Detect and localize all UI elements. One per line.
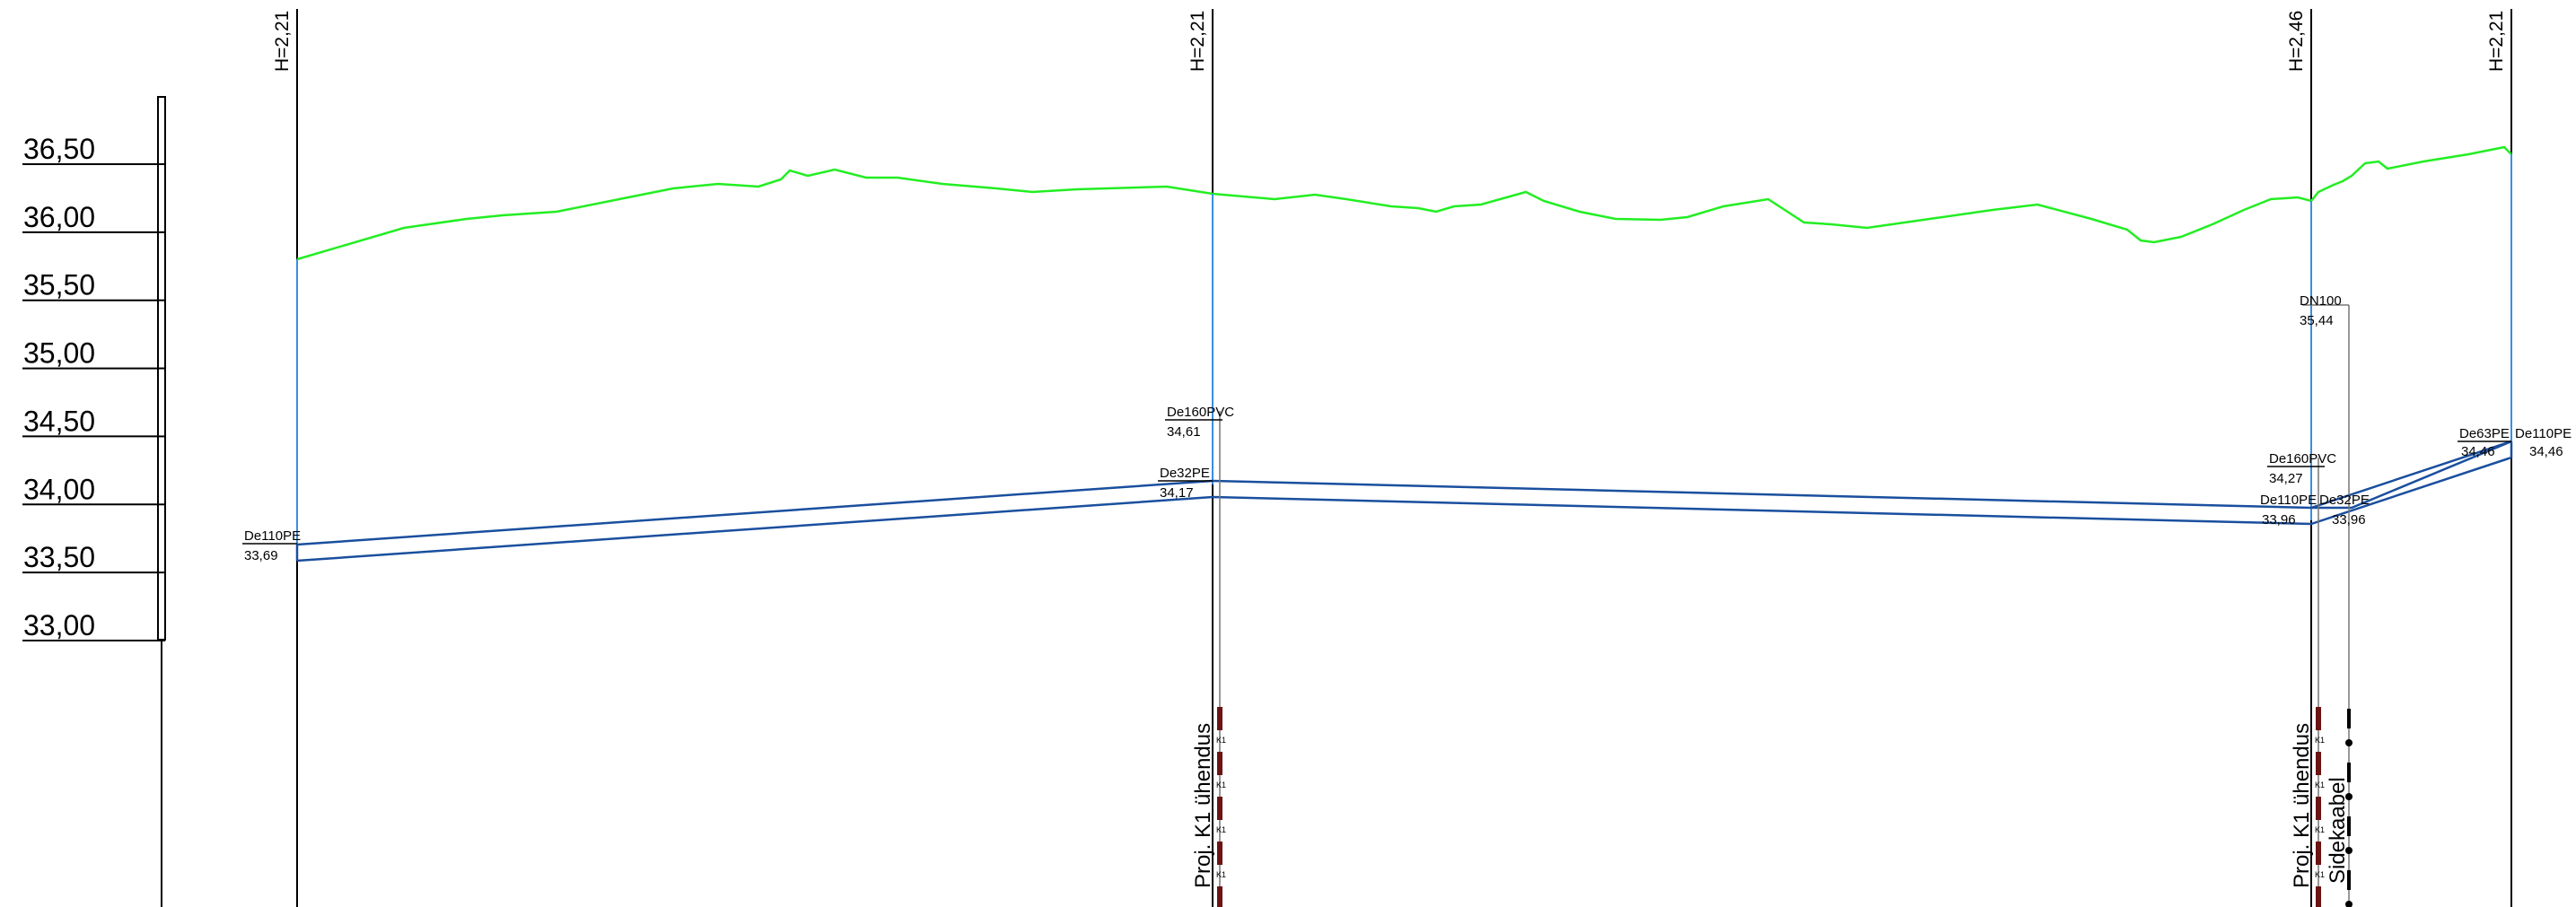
label-s4-pipe-b: De110PE bbox=[2515, 426, 2572, 441]
cable-dash-0-3 bbox=[1217, 842, 1222, 865]
cable-mark-0-0: K1 bbox=[1216, 736, 1226, 745]
pipe-bottom-line bbox=[296, 456, 2512, 563]
ground-surface-line bbox=[296, 145, 2512, 261]
station-lines bbox=[296, 9, 2512, 907]
pipe-profile bbox=[295, 440, 2513, 563]
cable-mark-1-0: K1 bbox=[2315, 736, 2325, 745]
scale-label-2: 35,50 bbox=[23, 269, 95, 301]
cable-mark-0-3: K1 bbox=[1216, 870, 1226, 879]
cable-mark-0-1: K1 bbox=[1216, 781, 1226, 789]
label-s4-elev-b: 34,46 bbox=[2529, 444, 2563, 459]
scale-label-0: 36,50 bbox=[23, 133, 95, 165]
label-s2-pipe-a: De160PVC bbox=[1167, 405, 1234, 420]
label-s3-elev-c: 33,96 bbox=[2332, 512, 2366, 528]
scale-label-7: 33,00 bbox=[23, 609, 95, 641]
pipe-top-line bbox=[296, 440, 2512, 546]
cable-dash-1-4 bbox=[2316, 886, 2321, 907]
depth-label-s1: H=2,21 bbox=[272, 11, 293, 72]
risers bbox=[296, 154, 2512, 556]
cable-dash-1-3 bbox=[2316, 842, 2321, 865]
cable-mark-1-3: K1 bbox=[2315, 870, 2325, 879]
elevation-scale: 36,50 36,00 35,50 35,00 34,50 34,00 33,50 33,00 bbox=[22, 96, 166, 907]
cable-mark-1-2: K1 bbox=[2315, 825, 2325, 834]
label-s4-pipe-a: De63PE bbox=[2459, 426, 2510, 441]
depth-label-s2: H=2,21 bbox=[1187, 11, 1208, 72]
scale-label-5: 34,00 bbox=[23, 473, 95, 505]
scale-label-4: 34,50 bbox=[23, 405, 95, 437]
label-s4-elev-a: 34,46 bbox=[2461, 444, 2495, 459]
depth-label-s4: H=2,21 bbox=[2486, 11, 2507, 72]
label-s3-elev-a: 34,27 bbox=[2269, 471, 2303, 486]
vertical-annotations: Proj. K1 ühendus Proj. K1 ühendus Sideka… bbox=[1191, 723, 2350, 888]
label-s3-elev-b: 33,96 bbox=[2262, 512, 2296, 528]
sidekaabel-dot-3 bbox=[2345, 901, 2353, 907]
cable-dash-0-0 bbox=[1217, 707, 1222, 730]
sidekaabel-dot-2 bbox=[2345, 847, 2353, 854]
label-s2-elev-a: 34,61 bbox=[1167, 424, 1201, 440]
label-s3-pipe-c: De32PE bbox=[2319, 493, 2370, 508]
label-s2-elev-b: 34,17 bbox=[1160, 485, 1194, 501]
sidekaabel-dot-0 bbox=[2345, 739, 2353, 746]
cable-dash-0-2 bbox=[1217, 797, 1222, 820]
cable-dash-0-4 bbox=[1217, 886, 1222, 907]
label-s1-pipe: De110PE bbox=[244, 528, 301, 544]
depth-labels: H=2,21 H=2,21 H=2,46 H=2,21 bbox=[272, 11, 2507, 72]
scale-label-6: 33,50 bbox=[23, 541, 95, 573]
vertical-label-k1-s2: Proj. K1 ühendus bbox=[1191, 723, 1215, 888]
cable-markers: K1K1K1K1K1K1K1K1K1K1 bbox=[1216, 707, 2353, 907]
depth-label-s3: H=2,46 bbox=[2286, 11, 2307, 72]
sidekaabel-dash-1 bbox=[2347, 763, 2351, 782]
sidekaabel-dash-0 bbox=[2347, 709, 2351, 728]
connection-lines bbox=[1219, 304, 2350, 907]
label-s1-elev: 33,69 bbox=[244, 548, 278, 563]
cable-dash-1-2 bbox=[2316, 797, 2321, 820]
pipe-annotations: De110PE 33,69 De160PVC 34,61 De32PE 34,1… bbox=[242, 293, 2572, 563]
sidekaabel-dot-1 bbox=[2345, 793, 2353, 800]
sidekaabel-dash-2 bbox=[2347, 816, 2351, 836]
cable-dash-1-0 bbox=[2316, 707, 2321, 730]
label-s3-pipe-b: De110PE bbox=[2260, 493, 2317, 508]
vertical-label-sidekaabel: Sidekaabel bbox=[2326, 777, 2350, 884]
label-s3-pipe-a: De160PVC bbox=[2269, 451, 2336, 467]
cable-dash-1-1 bbox=[2316, 752, 2321, 775]
cable-mark-0-2: K1 bbox=[1216, 825, 1226, 834]
sidekaabel-dash-3 bbox=[2347, 870, 2351, 890]
pipe-branch-s3 bbox=[2311, 440, 2512, 510]
cable-mark-1-1: K1 bbox=[2315, 781, 2325, 789]
label-s3-dn-elev: 35,44 bbox=[2300, 313, 2334, 328]
cable-dash-0-1 bbox=[1217, 752, 1222, 775]
scale-label-1: 36,00 bbox=[23, 201, 95, 233]
scale-label-3: 35,00 bbox=[23, 337, 95, 370]
label-s2-pipe-b: De32PE bbox=[1160, 466, 1210, 481]
vertical-label-k1-s3: Proj. K1 ühendus bbox=[2290, 723, 2314, 888]
label-s3-dn: DN100 bbox=[2300, 293, 2342, 309]
